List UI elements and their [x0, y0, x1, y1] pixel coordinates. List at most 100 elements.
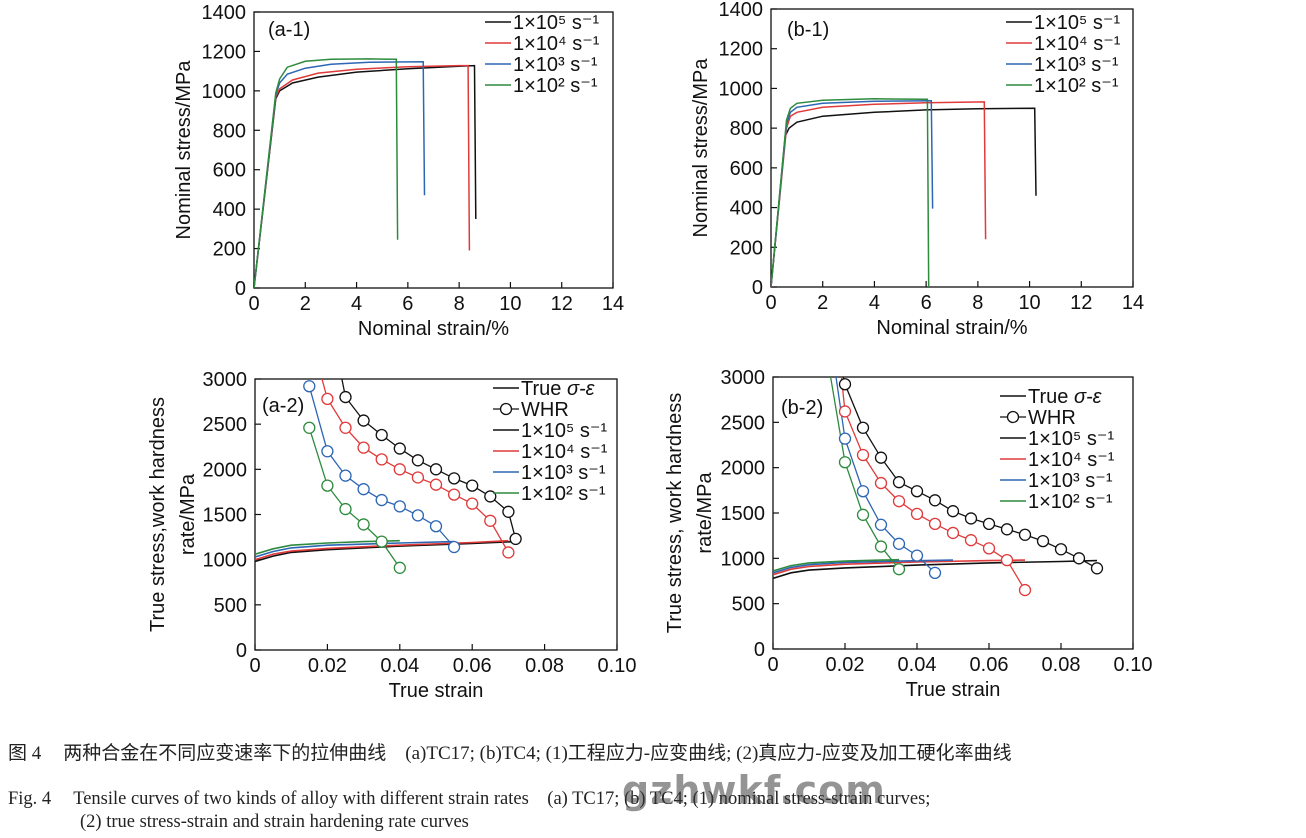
- a1-ytick-label: 400: [213, 199, 246, 221]
- b2-ytick-label: 2500: [721, 412, 766, 434]
- a1-xtick-label: 0: [248, 293, 259, 315]
- a1-series-line-3: [254, 58, 399, 288]
- a2-whr-point-2-8: [447, 540, 461, 554]
- b2-legend-whr-marker: [1006, 410, 1020, 424]
- b1-xtick-label: 10: [1018, 292, 1040, 314]
- a1-series-line-0: [254, 64, 477, 288]
- b1-panel-label: (b-1): [787, 19, 829, 41]
- b2-whr-point-0-9: [982, 517, 996, 531]
- a2-xtick-label: 0.04: [380, 655, 419, 677]
- a2-legend-label-3: 1×10² s⁻¹: [521, 483, 606, 505]
- a1-series-line-1: [254, 64, 471, 288]
- a2-ytick-label: 0: [236, 640, 247, 662]
- b2-ylabel-line: True stress, work hardness: [664, 393, 686, 633]
- b2-whr-point-1-9: [982, 542, 996, 555]
- b1-xtick-label: 6: [921, 292, 932, 314]
- chart-a2: 0 0.02 0.04 0.06 0.08 0.10 0 500 1000 1500 2000 250…: [0, 360, 650, 710]
- a2-whr-point-0-10: [502, 505, 515, 518]
- a2-whr-point-2-0: [303, 380, 316, 393]
- a2-legend-label-1: 1×10⁴ s⁻¹: [521, 441, 608, 463]
- a2-ytick-label: 2000: [203, 459, 248, 481]
- chart-b2: 0 0.02 0.04 0.06 0.08 0.10 0 500 1000 1500 2000 250…: [650, 360, 1306, 710]
- a2-legend-label-0: 1×10⁵ s⁻¹: [521, 420, 607, 442]
- b2-whr-point-2-1: [838, 432, 852, 445]
- a2-stress-line-0: [255, 540, 516, 563]
- a2-whr-point-0-5: [411, 454, 425, 467]
- a1-legend-label-0: 1×10⁵ s⁻¹: [513, 12, 599, 34]
- b2-whr-point-3-3: [874, 540, 888, 553]
- b2-whr-point-2-2: [856, 485, 870, 498]
- b2-whr-point-0-3: [874, 451, 888, 464]
- a2-whr-point-1-10: [484, 514, 497, 527]
- b2-legend-whr-label: WHR: [1028, 407, 1076, 429]
- a2-whr-point-1-4: [375, 453, 388, 466]
- b2-xlabel: True strain: [906, 679, 1001, 701]
- b1-series-line-1: [771, 101, 987, 287]
- b2-whr-point-2-3: [874, 518, 888, 531]
- a2-legend-whr-marker: [499, 402, 513, 416]
- b2-whr-point-1-5: [910, 507, 924, 521]
- a2-whr-point-2-4: [375, 493, 388, 507]
- b2-legend-label-3: 1×10² s⁻¹: [1028, 491, 1113, 513]
- b2-whr-point-0-8: [964, 512, 978, 525]
- b2-legend-label-1: 1×10⁴ s⁻¹: [1028, 449, 1115, 471]
- a2-xlabel: True strain: [389, 680, 484, 702]
- a2-whr-point-3-1: [321, 479, 334, 492]
- a2-stress-line-3: [255, 539, 400, 555]
- a2-xtick-label: 0.08: [525, 655, 564, 677]
- b1-ytick-label: 800: [730, 118, 763, 140]
- b1-series-line-3: [771, 98, 930, 287]
- b2-whr-line-0: [842, 377, 1098, 569]
- a1-xlabel: Nominal strain/%: [358, 318, 509, 340]
- b2-xtick-label: 0.06: [970, 654, 1009, 676]
- b2-whr-point-0-13: [1054, 543, 1068, 556]
- b2-xtick-label: 0: [767, 654, 778, 676]
- b1-ytick-label: 400: [730, 198, 763, 220]
- a1-panel-label: (a-1): [268, 19, 310, 41]
- a1-xtick-label: 6: [402, 293, 413, 315]
- a2-whr-point-2-1: [321, 445, 334, 458]
- a1-ytick-label: 1000: [202, 81, 247, 103]
- b2-ytick-label: 500: [732, 594, 765, 616]
- b2-whr-point-1-8: [964, 534, 978, 547]
- b2-legend-true-label: True σ-ε: [1028, 386, 1103, 408]
- a2-whr-point-3-5: [393, 561, 406, 574]
- a2-whr-point-1-5: [393, 463, 406, 476]
- caption-english-line2: (2) true stress-strain and strain harden…: [80, 812, 469, 833]
- a2-whr-point-1-2: [339, 421, 352, 434]
- a2-ytick-label: 1000: [203, 550, 248, 572]
- a1-ylabel: Nominal stress/MPa: [173, 60, 195, 240]
- b2-whr-point-0-11: [1018, 528, 1032, 541]
- b1-xtick-label: 12: [1070, 292, 1092, 314]
- b2-xtick-label: 0.02: [826, 654, 865, 676]
- b2-ytick-label: 3000: [721, 367, 766, 389]
- a2-whr-point-0-8: [466, 479, 479, 492]
- a1-ytick-label: 0: [235, 278, 246, 300]
- b1-ytick-label: 1400: [719, 0, 764, 21]
- a2-whr-point-0-4: [393, 442, 406, 455]
- b1-xtick-label: 2: [817, 292, 828, 314]
- b2-whr-point-0-5: [910, 485, 924, 498]
- b2-whr-point-0-15: [1090, 562, 1104, 575]
- b2-whr-point-1-6: [928, 517, 942, 531]
- a1-ytick-label: 1400: [202, 2, 247, 24]
- b2-xtick-label: 0.08: [1042, 654, 1081, 676]
- b2-whr-point-0-12: [1036, 534, 1050, 548]
- b1-xtick-label: 4: [869, 292, 880, 314]
- b2-whr-point-0-4: [892, 476, 906, 489]
- b2-xtick-label: 0.04: [898, 654, 937, 676]
- b2-whr-point-0-6: [928, 494, 942, 507]
- b2-ytick-label: 2000: [721, 458, 766, 480]
- b1-ytick-label: 1200: [719, 39, 764, 61]
- a2-whr-point-3-2: [339, 502, 352, 516]
- b1-legend-label-1: 1×10⁴ s⁻¹: [1034, 33, 1121, 55]
- chart-b1-svg: 0 2 4 6 8 10 12 14 0 200 400 600 800 1000 1200 1400 Nomi…: [690, 0, 1144, 339]
- a2-panel-label: (a-2): [262, 395, 304, 417]
- b2-stress-line-0: [773, 559, 1098, 580]
- b2-panel-label: (b-2): [781, 397, 823, 419]
- a2-ytick-label: 2500: [203, 414, 248, 436]
- b2-whr-point-3-4: [892, 563, 906, 576]
- a1-xtick-label: 12: [551, 293, 573, 315]
- a2-whr-point-0-3: [375, 428, 388, 442]
- chart-a2-svg: 0 0.02 0.04 0.06 0.08 0.10 0 500 1000 1500 2000 250…: [147, 369, 636, 702]
